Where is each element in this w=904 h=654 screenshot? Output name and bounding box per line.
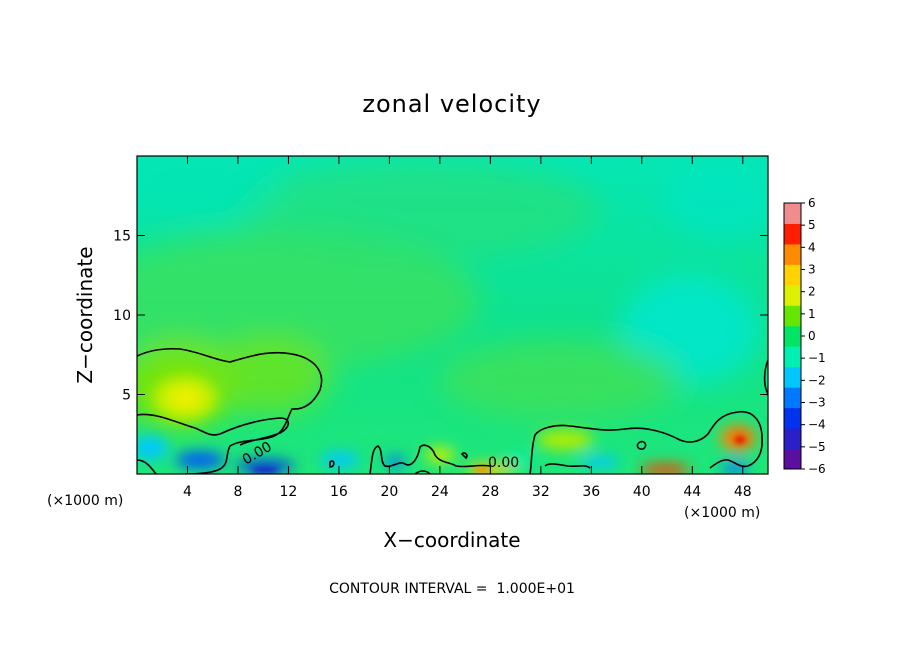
x-tick-label: 4: [183, 484, 192, 500]
colorbar-swatch: [784, 325, 801, 347]
colorbar-tick-label: −4: [808, 418, 826, 432]
colorbar-tick-label: −2: [808, 373, 826, 387]
contour-line-right: [529, 359, 768, 474]
x-axis-label: X−coordinate: [383, 528, 520, 552]
y-tick-label: 5: [122, 388, 131, 404]
x-tick-label: 48: [734, 484, 752, 500]
y-tick-label: 15: [113, 229, 131, 245]
colorbar-swatch: [784, 387, 801, 409]
colorbar-tick-label: −6: [808, 462, 826, 476]
field-large-scale: [137, 160, 768, 430]
colorbar-tick-label: 0: [808, 329, 816, 343]
y-axis-label: Z−coordinate: [73, 246, 97, 383]
x-tick-label: 44: [683, 484, 701, 500]
colorbar-tick-label: −1: [808, 351, 826, 365]
contour-line-left: [137, 347, 323, 474]
colorbar-swatch: [784, 243, 801, 265]
colorbar: 6 5 4 3 2 1 0 −1 −2 −3 −4 −5 −6: [783, 196, 826, 476]
contour-line-middle: [329, 444, 491, 474]
contour-label-2: 0.00: [488, 455, 519, 471]
x-unit-right: (×1000 m): [684, 505, 760, 521]
colorbar-tick-label: −3: [808, 396, 826, 410]
y-tick-label: 10: [113, 308, 131, 324]
colorbar-swatch: [784, 203, 801, 224]
contour-lines: [137, 347, 768, 474]
colorbar-swatch: [784, 407, 801, 429]
colorbar-swatch: [784, 366, 801, 388]
colorbar-swatch: [784, 223, 801, 245]
colorbar-swatch: [784, 448, 801, 470]
colorbar-swatch: [784, 428, 801, 450]
y-axis: 5 10 15: [113, 229, 768, 404]
field-detail: [251, 437, 745, 473]
x-tick-label: 16: [330, 484, 348, 500]
x-unit-left: (×1000 m): [47, 493, 123, 509]
x-tick-label: 12: [280, 484, 298, 500]
colorbar-swatch: [784, 346, 801, 368]
colorbar-tick-label: 3: [808, 263, 816, 277]
x-tick-label: 24: [431, 484, 449, 500]
chart-title: zonal velocity: [362, 90, 541, 118]
x-tick-label: 8: [233, 484, 242, 500]
colorbar-tick-label: 5: [808, 218, 816, 232]
plot-area: 0.00 0.00: [137, 156, 768, 474]
x-tick-label: 32: [532, 484, 550, 500]
colorbar-tick-label: 6: [808, 196, 816, 210]
contour-interval-note: CONTOUR INTERVAL = 1.000E+01: [329, 581, 575, 597]
colorbar-swatch: [784, 284, 801, 306]
x-tick-label: 20: [380, 484, 398, 500]
x-tick-label: 40: [633, 484, 651, 500]
colorbar-swatch: [784, 305, 801, 327]
colorbar-tick-label: −5: [808, 440, 826, 454]
x-tick-label: 28: [481, 484, 499, 500]
colorbar-swatch: [784, 264, 801, 286]
colorbar-tick-label: 1: [808, 307, 816, 321]
x-tick-label: 36: [582, 484, 600, 500]
colorbar-tick-label: 4: [808, 240, 816, 254]
colorbar-tick-label: 2: [808, 285, 816, 299]
x-axis: 4 8 12 16 20 24 28 32 36 40 44 48: [183, 156, 752, 500]
